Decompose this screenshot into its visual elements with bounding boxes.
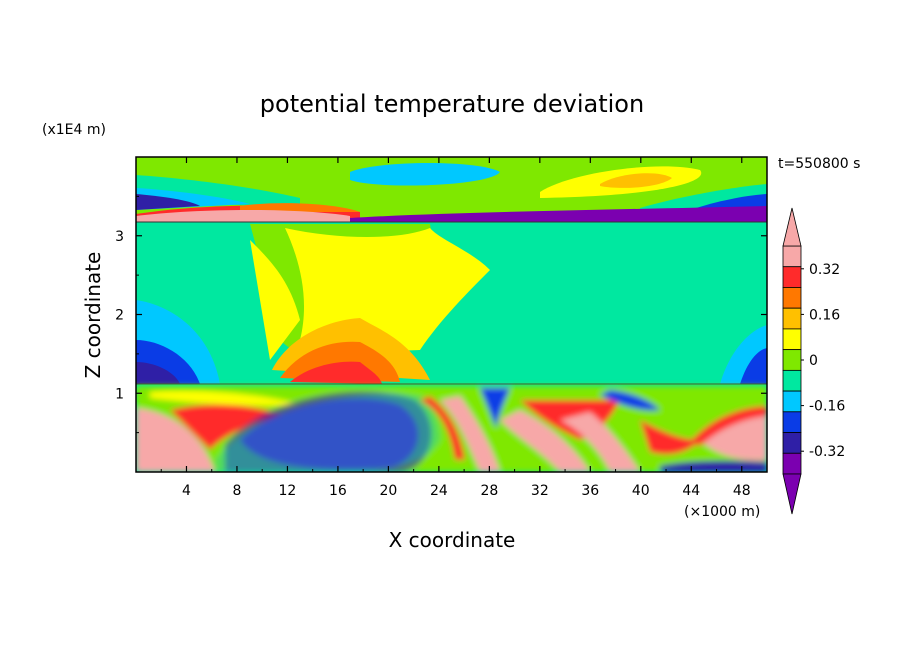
- upper-orange-blob: [600, 173, 672, 188]
- colorbar-swatch: [782, 307, 802, 330]
- bl-red-right: [690, 406, 767, 446]
- colorbar-swatch: [782, 328, 802, 351]
- bl-blue-dips: [480, 388, 510, 428]
- upper-orange-band: [240, 203, 360, 212]
- x-tick-label: 40: [632, 483, 650, 499]
- mid-yellow-plume: [285, 228, 490, 351]
- x-tick-label: 20: [379, 483, 397, 499]
- x-tick-label: 12: [279, 483, 297, 499]
- upper-purple-band: [350, 206, 767, 222]
- colorbar-swatch: [782, 245, 802, 268]
- colorbar-swatch: [782, 349, 802, 371]
- x-tick-label: 8: [232, 483, 241, 499]
- bl-pink-plume-3: [560, 412, 640, 472]
- colorbar-bottom-arrow: [782, 473, 802, 515]
- y-tick-label: 3: [115, 229, 124, 245]
- bl-pink-right: [700, 412, 767, 461]
- bl-red-streaks: [420, 396, 465, 460]
- y-axis-label: Z coordinate: [81, 252, 105, 379]
- colorbar-label: -0.32: [809, 444, 845, 460]
- x-tick-label: 36: [581, 483, 599, 499]
- bl-red-left: [170, 404, 290, 450]
- colorbar-swatch: [782, 452, 802, 475]
- colorbar-swatch: [782, 369, 802, 392]
- colorbar-swatch: [782, 432, 802, 454]
- colorbar-swatch: [782, 266, 802, 288]
- mid-right-blue: [740, 348, 767, 384]
- x-tick-label: 48: [733, 483, 751, 499]
- bl-cyan-ring: [215, 393, 440, 472]
- time-label: t=550800 s: [778, 156, 860, 172]
- x-tick-label: 16: [329, 483, 347, 499]
- colorbar-swatch: [782, 390, 802, 413]
- mid-red: [290, 361, 382, 384]
- bl-red-plume-2: [640, 420, 700, 455]
- x-axis-label: X coordinate: [389, 528, 516, 552]
- mid-yellow-left: [250, 240, 300, 360]
- colorbar-label: 0.16: [809, 307, 840, 323]
- colorbar-swatch: [782, 411, 802, 433]
- mid-left-darkblue: [136, 362, 180, 384]
- colorbar-label: 0: [809, 353, 818, 369]
- bl-pink-left: [136, 408, 215, 472]
- boundary-layer: [136, 386, 767, 472]
- contour-field: [136, 157, 767, 472]
- upper-pink-band: [136, 210, 350, 222]
- upper-cyan-blob: [350, 163, 500, 186]
- chart-title: potential temperature deviation: [260, 90, 644, 118]
- bl-blue-bottom: [660, 460, 767, 472]
- x-unit-label: (×1000 m): [684, 504, 760, 520]
- colorbar-top-arrow: [782, 207, 802, 247]
- x-tick-label: 28: [480, 483, 498, 499]
- y-axis: 1 2 3: [115, 195, 767, 434]
- bl-yellow-left: [150, 390, 300, 406]
- x-tick-label: 32: [531, 483, 549, 499]
- y-tick-label: 1: [115, 386, 124, 402]
- y-tick-label: 2: [115, 308, 124, 324]
- colorbar-label: 0.32: [809, 262, 840, 278]
- bl-blue-right: [600, 390, 660, 411]
- bl-pink-plume-2: [500, 410, 590, 472]
- x-tick-label: 44: [682, 483, 700, 499]
- bl-pink-plume-1: [440, 396, 500, 472]
- colorbar-label: -0.16: [809, 399, 845, 415]
- colorbar-swatch: [782, 287, 802, 309]
- colorbar: 0.32 0.16 0 -0.16 -0.32: [782, 207, 845, 515]
- y-unit-label: (x1E4 m): [42, 122, 106, 138]
- upper-blue-left: [136, 194, 200, 210]
- x-tick-label: 24: [430, 483, 448, 499]
- x-axis: 4 8 12 16 20 24 28 32 36 40 44 48: [160, 157, 751, 499]
- x-tick-label: 4: [182, 483, 191, 499]
